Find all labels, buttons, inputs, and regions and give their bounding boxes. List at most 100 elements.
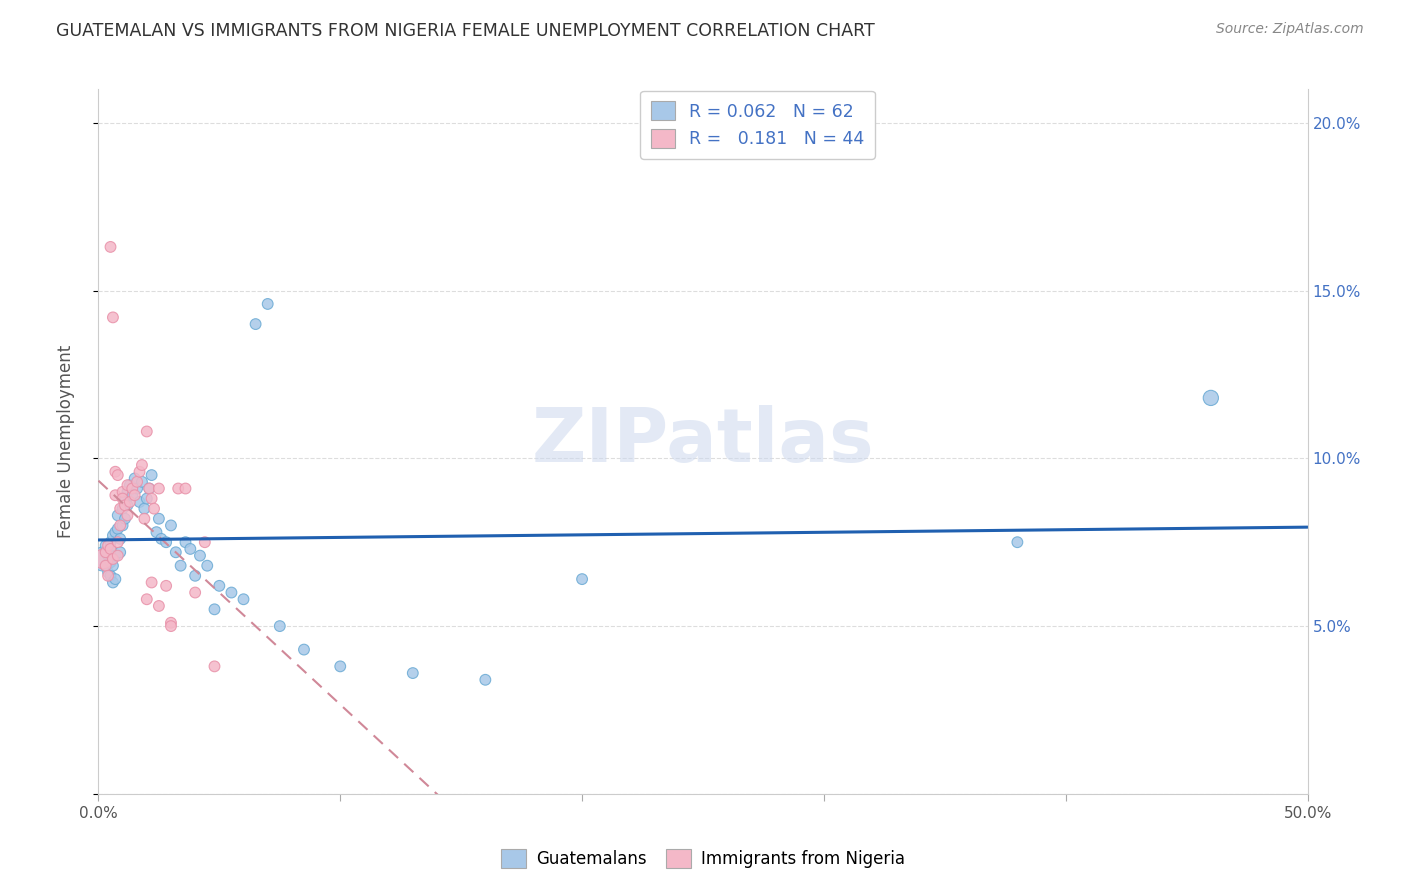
Point — [100, 541, 122, 556]
Point — [232, 592, 254, 607]
Point — [150, 532, 173, 546]
Point — [184, 585, 207, 599]
Legend: R = 0.062   N = 62, R =   0.181   N = 44: R = 0.062 N = 62, R = 0.181 N = 44 — [640, 91, 875, 159]
Point — [114, 491, 136, 506]
Point — [131, 475, 153, 489]
Point — [141, 491, 163, 506]
Point — [155, 579, 177, 593]
Text: Source: ZipAtlas.com: Source: ZipAtlas.com — [1216, 22, 1364, 37]
Point — [165, 545, 187, 559]
Point — [167, 482, 190, 496]
Point — [111, 491, 134, 506]
Point — [141, 575, 163, 590]
Point — [174, 482, 197, 496]
Point — [97, 549, 120, 563]
Point — [101, 310, 124, 325]
Point — [402, 666, 425, 681]
Point — [1199, 391, 1222, 405]
Point — [145, 525, 167, 540]
Point — [117, 484, 139, 499]
Point — [108, 501, 131, 516]
Point — [107, 468, 129, 483]
Point — [1007, 535, 1029, 549]
Point — [121, 488, 143, 502]
Point — [117, 508, 139, 523]
Legend: Guatemalans, Immigrants from Nigeria: Guatemalans, Immigrants from Nigeria — [494, 843, 912, 875]
Point — [107, 535, 129, 549]
Point — [100, 535, 122, 549]
Point — [204, 602, 226, 616]
Point — [169, 558, 191, 573]
Point — [107, 508, 129, 523]
Point — [208, 579, 231, 593]
Point — [101, 552, 124, 566]
Point — [221, 585, 243, 599]
Point — [97, 566, 120, 580]
Point — [118, 478, 141, 492]
Point — [474, 673, 496, 687]
Point — [94, 539, 117, 553]
Point — [127, 482, 149, 496]
Point — [91, 552, 114, 566]
Point — [117, 478, 139, 492]
Point — [135, 592, 157, 607]
Point — [94, 558, 117, 573]
Point — [114, 512, 136, 526]
Point — [571, 572, 593, 586]
Point — [134, 501, 156, 516]
Point — [135, 425, 157, 439]
Point — [114, 498, 136, 512]
Point — [184, 568, 207, 582]
Point — [194, 535, 217, 549]
Point — [160, 518, 183, 533]
Y-axis label: Female Unemployment: Female Unemployment — [56, 345, 75, 538]
Point — [292, 642, 315, 657]
Point — [131, 458, 153, 472]
Point — [100, 568, 122, 582]
Point — [148, 482, 170, 496]
Point — [329, 659, 352, 673]
Point — [195, 558, 218, 573]
Point — [104, 572, 127, 586]
Point — [104, 549, 127, 563]
Point — [108, 545, 131, 559]
Point — [160, 619, 183, 633]
Point — [108, 532, 131, 546]
Point — [124, 488, 146, 502]
Point — [108, 518, 131, 533]
Point — [134, 512, 156, 526]
Point — [101, 558, 124, 573]
Point — [104, 525, 127, 540]
Point — [91, 552, 114, 566]
Point — [155, 535, 177, 549]
Point — [121, 482, 143, 496]
Point — [111, 518, 134, 533]
Point — [94, 558, 117, 573]
Point — [111, 501, 134, 516]
Point — [128, 465, 150, 479]
Point — [117, 498, 139, 512]
Point — [124, 471, 146, 485]
Point — [269, 619, 291, 633]
Point — [204, 659, 226, 673]
Point — [94, 545, 117, 559]
Point — [138, 482, 160, 496]
Point — [97, 568, 120, 582]
Point — [256, 297, 278, 311]
Point — [141, 468, 163, 483]
Point — [107, 549, 129, 563]
Point — [174, 535, 197, 549]
Point — [111, 484, 134, 499]
Point — [188, 549, 211, 563]
Point — [100, 541, 122, 556]
Point — [104, 488, 127, 502]
Point — [160, 615, 183, 630]
Point — [245, 317, 267, 331]
Point — [97, 545, 120, 559]
Point — [135, 491, 157, 506]
Point — [100, 555, 122, 569]
Text: GUATEMALAN VS IMMIGRANTS FROM NIGERIA FEMALE UNEMPLOYMENT CORRELATION CHART: GUATEMALAN VS IMMIGRANTS FROM NIGERIA FE… — [56, 22, 875, 40]
Point — [148, 512, 170, 526]
Point — [138, 482, 160, 496]
Point — [143, 501, 166, 516]
